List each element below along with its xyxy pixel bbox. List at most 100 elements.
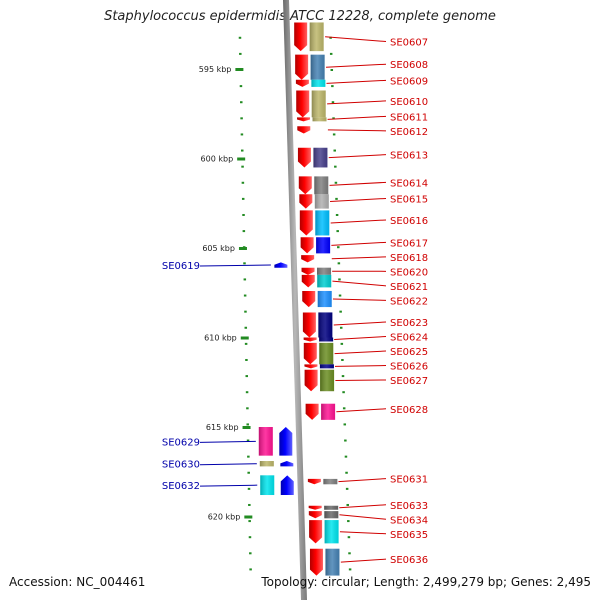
gene-label-se0623: SE0623 [390, 318, 428, 329]
scale-tick [341, 358, 344, 361]
gene-arrow-se0623 [302, 312, 316, 338]
gene-leader-line [339, 531, 387, 535]
gene-arrow-se0634 [308, 511, 322, 519]
gene-leader-line [334, 336, 387, 340]
cog-shade [320, 369, 335, 392]
scale-tick [244, 342, 248, 345]
scale-tick [340, 342, 344, 345]
scale-tick [333, 149, 336, 152]
gene-label-se0620: SE0620 [390, 267, 428, 278]
kbp-major-tick [244, 515, 253, 519]
cog-shade [259, 461, 274, 467]
scale-tick [334, 165, 337, 168]
gene-leader-line [332, 280, 387, 287]
cog-shade [319, 342, 334, 365]
scale-tick [337, 246, 340, 249]
cog-shade [310, 54, 325, 80]
gene-leader-line [334, 365, 387, 367]
gene-arrow-se0619 [274, 262, 288, 268]
scale-tick [249, 552, 252, 555]
gene-leader-line [326, 79, 387, 84]
scale-tick [248, 536, 252, 539]
gene-label-se0634: SE0634 [390, 515, 428, 526]
scale-tick [240, 117, 243, 120]
gene-leader-line [340, 558, 387, 563]
scale-tick [332, 117, 335, 120]
scale-tick [247, 471, 250, 474]
gene-label-se0616: SE0616 [390, 216, 428, 227]
gene-leader-line [334, 350, 387, 355]
scale-tick [348, 552, 351, 555]
gene-label-se0629: SE0629 [162, 437, 200, 448]
scale-tick [348, 568, 352, 571]
cog-shade [324, 511, 339, 519]
cog-shade [311, 90, 326, 118]
gene-leader-line [327, 100, 387, 105]
gene-leader-line [327, 129, 387, 132]
scale-tick [246, 439, 250, 442]
scale-tick [246, 423, 249, 426]
scale-tick [245, 391, 249, 394]
gene-label-se0631: SE0631 [390, 475, 428, 486]
gene-leader-line [330, 219, 387, 224]
scale-tick [243, 262, 246, 265]
gene-label-se0622: SE0622 [390, 296, 428, 307]
gene-arrow-se0613 [297, 147, 311, 168]
gene-leader-line [331, 256, 387, 260]
scale-tick [346, 503, 349, 506]
kbp-label: 605 kbp [202, 244, 235, 253]
scale-tick [345, 487, 349, 490]
cog-shade [317, 267, 332, 275]
cog-shade [316, 237, 331, 254]
cog-shade [323, 478, 338, 485]
scale-tick [239, 85, 243, 88]
scale-tick [329, 52, 333, 55]
topology-label: Topology: circular; Length: 2,499,279 bp… [261, 575, 591, 589]
gene-label-se0626: SE0626 [390, 362, 428, 373]
kbp-major-tick [242, 426, 251, 429]
gene-leader-line [331, 241, 387, 246]
gene-arrow-se0620 [301, 267, 315, 275]
kbp-major-tick [237, 157, 246, 161]
kbp-major-tick [235, 68, 244, 71]
scale-tick [239, 52, 242, 55]
gene-leader-line [339, 514, 387, 520]
gene-label-se0621: SE0621 [390, 282, 428, 293]
scale-tick [334, 181, 338, 184]
scale-tick [344, 455, 348, 458]
gene-label-se0607: SE0607 [390, 38, 428, 49]
scale-tick [238, 36, 242, 39]
cog-shade [321, 403, 336, 420]
scale-tick [242, 213, 245, 216]
gene-arrow-se0609 [295, 79, 309, 87]
scale-tick [332, 133, 336, 136]
scale-tick [343, 423, 347, 426]
gene-label-se0610: SE0610 [390, 97, 428, 108]
kbp-label: 595 kbp [199, 65, 232, 74]
scale-tick [331, 101, 335, 104]
genome-backbone [283, 0, 307, 600]
scale-tick [338, 294, 342, 297]
gene-label-se0619: SE0619 [162, 261, 200, 272]
gene-label-se0615: SE0615 [390, 194, 428, 205]
gene-leader-line [199, 440, 256, 443]
scale-tick [344, 439, 347, 442]
gene-arrow-se0628 [305, 403, 319, 420]
scale-tick [342, 407, 346, 410]
scale-tick [339, 310, 342, 313]
scale-tick [247, 487, 251, 490]
gene-label-se0625: SE0625 [390, 347, 428, 358]
gene-arrow-se0622 [302, 290, 316, 308]
cog-shade [314, 194, 329, 209]
gene-leader-line [330, 197, 387, 202]
gene-leader-line [333, 321, 387, 326]
accession-label: Accession: NC_004461 [9, 575, 146, 589]
scale-tick [241, 165, 244, 168]
scale-tick [247, 455, 250, 458]
gene-arrow-se0608 [295, 54, 309, 80]
gene-label-se0609: SE0609 [390, 76, 428, 87]
gene-label-se0635: SE0635 [390, 530, 428, 541]
scale-tick [331, 85, 334, 88]
gene-arrow-se0625 [303, 342, 317, 365]
